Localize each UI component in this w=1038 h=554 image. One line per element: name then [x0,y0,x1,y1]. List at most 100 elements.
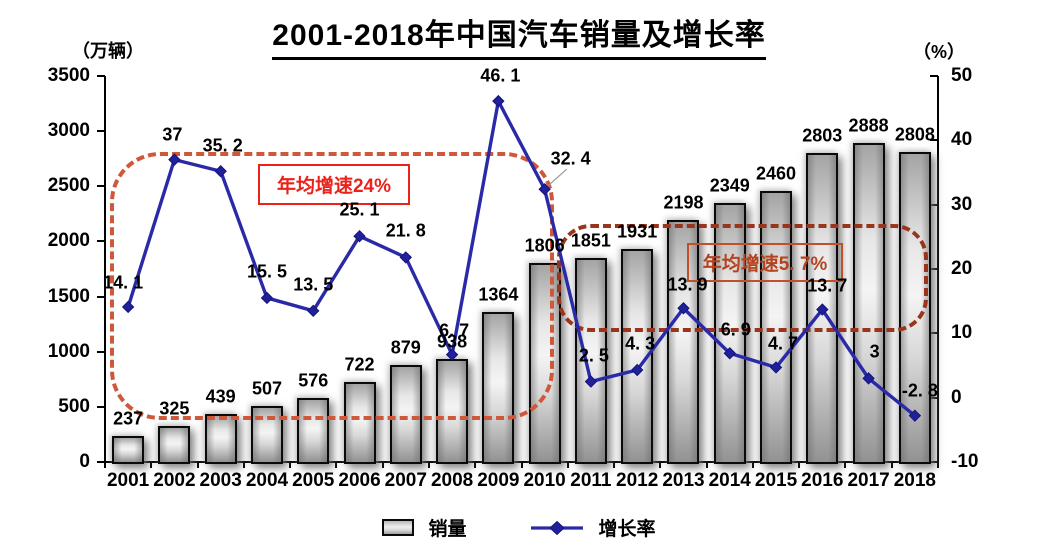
x-axis-tick [474,462,477,468]
left-axis-tick-label: 2500 [47,175,90,197]
left-axis-tick-label: 3500 [47,65,90,86]
x-axis-tick [566,462,569,468]
growth-value-2003: 35. 2 [202,135,243,156]
x-axis-tick [242,462,245,468]
x-axis-label-2008: 2008 [430,470,474,491]
right-axis-tick-label: 40 [951,129,973,151]
chart-title: 2001-2018年中国汽车销量及增长率 [0,10,1038,60]
growth-value-2013: 13. 9 [667,274,708,295]
right-axis-tick-label: -10 [951,451,979,472]
bar-value-2002: 325 [159,398,190,419]
growth-value-2015: 4. 7 [768,333,799,354]
bar-value-2010: 1806 [524,235,565,256]
growth-value-2001: 14. 1 [103,272,144,293]
bar-value-2005: 576 [298,370,329,391]
x-axis-label-2006: 2006 [338,470,381,491]
growth-value-2005: 13. 5 [293,274,334,295]
x-axis-label-2009: 2009 [477,470,520,491]
growth-value-2017: 3 [869,341,880,362]
growth-value-2011: 2. 5 [578,345,609,366]
left-axis-tick [97,295,105,298]
annotation-label-avg-growth-24: 年均增速24% [258,164,410,205]
right-axis-tick-label: 0 [951,386,962,408]
x-axis-tick [937,462,939,468]
x-axis-tick [798,462,801,468]
x-axis-tick [890,462,893,468]
x-axis-tick [844,462,847,468]
bar-value-2015: 2460 [755,163,797,184]
right-axis-tick-label: 10 [951,322,973,344]
x-axis-label-2015: 2015 [754,470,798,491]
x-axis-label-2014: 2014 [708,470,751,491]
x-axis-tick [520,462,523,468]
growth-value-2014: 6. 9 [720,319,751,340]
chart-title-text: 2001-2018年中国汽车销量及增长率 [272,10,766,60]
legend-sales-label: 销量 [428,519,467,540]
left-axis-tick [97,75,105,77]
x-axis-label-2018: 2018 [893,470,936,491]
right-axis-tick [930,139,938,142]
left-axis-tick-label: 0 [79,451,90,472]
right-axis-tick [930,461,938,463]
growth-value-2010: 32. 4 [550,148,591,169]
growth-marker-2009 [492,94,505,108]
bar-2002 [158,426,191,464]
right-axis-tick [930,75,938,77]
x-axis-tick [104,462,106,468]
x-axis-label-2013: 2013 [662,470,705,491]
right-axis-tick [930,268,938,270]
growth-value-2016: 13. 7 [807,275,848,296]
x-axis-label-2003: 2003 [199,470,242,491]
x-axis-tick [381,462,384,468]
left-axis-unit: （万辆） [72,41,144,61]
right-axis-tick [930,203,938,206]
bar-2001 [112,435,145,464]
right-axis-unit: （%） [913,42,966,62]
x-axis-label-2002: 2002 [153,470,196,491]
x-axis-tick [289,462,292,468]
x-axis-tick [613,462,616,468]
x-axis-label-2016: 2016 [801,470,844,491]
bar-value-2008: 938 [437,331,468,352]
x-axis-label-2001: 2001 [106,470,150,491]
x-axis-tick [427,462,430,468]
legend-growth-label: 增长率 [598,519,656,540]
growth-value-2009: 46. 1 [480,65,521,86]
right-axis-tick-label: 20 [951,258,973,279]
legend-growth-swatch [530,520,583,535]
bar-value-2016: 2803 [802,125,843,146]
bar-value-2004: 507 [251,378,282,399]
x-axis-label-2011: 2011 [570,470,612,491]
left-axis-tick-label: 1500 [47,285,90,307]
x-axis-tick [659,462,662,468]
left-axis-tick [97,461,105,463]
left-axis-tick-label: 500 [58,395,90,417]
growth-value-2018: -2. 8 [901,380,938,401]
growth-value-2007: 21. 8 [385,220,426,241]
bar-value-2014: 2349 [709,175,750,196]
left-axis-tick [97,350,105,353]
bar-2003 [204,413,237,464]
left-axis-tick [97,405,105,408]
x-axis-tick [705,462,708,468]
left-axis-tick [97,185,105,188]
right-axis-tick-label: 50 [951,65,973,86]
growth-value-2004: 15. 5 [246,261,287,282]
bar-value-2009: 1364 [478,284,519,305]
left-axis-tick [97,240,105,243]
right-axis-tick [930,396,938,399]
legend-sales-swatch [382,519,415,536]
right-axis-line [937,76,939,462]
annotation-label-avg-growth-5-7: 年均增速5. 7% [687,243,843,282]
left-axis-tick [97,130,105,133]
bar-value-2018: 2808 [894,124,935,145]
right-axis-tick [930,332,938,335]
bar-value-2003: 439 [205,386,236,407]
bar-value-2007: 879 [390,337,421,358]
left-axis-tick-label: 3000 [47,120,90,142]
legend: 销量 增长率 [0,514,1038,541]
left-axis-line [104,76,106,462]
x-axis-tick [335,462,338,468]
bar-value-2001: 237 [113,408,144,429]
